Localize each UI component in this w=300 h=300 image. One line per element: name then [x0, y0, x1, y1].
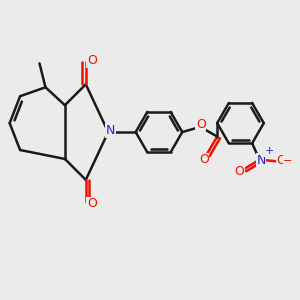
Text: N: N [256, 154, 266, 167]
Text: O: O [87, 54, 97, 67]
Text: N: N [106, 124, 115, 137]
Text: O: O [234, 165, 244, 178]
Text: O: O [277, 154, 286, 167]
Text: O: O [199, 153, 209, 167]
Text: O: O [87, 197, 97, 210]
Text: +: + [265, 146, 274, 156]
Text: −: − [283, 156, 292, 166]
Text: O: O [196, 118, 206, 130]
